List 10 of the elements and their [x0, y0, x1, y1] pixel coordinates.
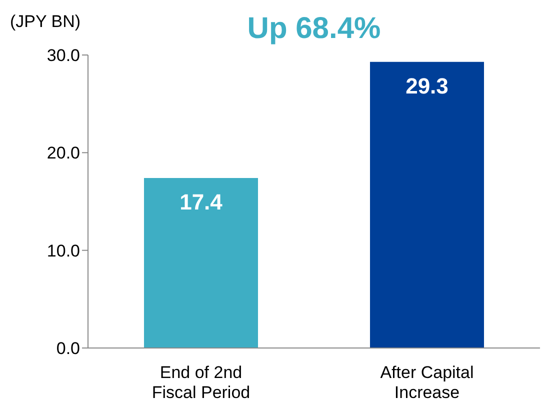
- x-tick-label: End of 2nd Fiscal Period: [152, 363, 250, 402]
- y-tick-label: 20.0: [46, 144, 80, 163]
- data-label: 17.4: [180, 190, 224, 215]
- x-tick-label: After Capital Increase: [380, 363, 474, 402]
- y-tick-label: 10.0: [46, 241, 80, 260]
- y-axis-title: (JPY BN): [10, 12, 81, 32]
- chart-title: Up 68.4%: [246, 12, 382, 46]
- data-label: 29.3: [406, 73, 448, 98]
- y-tick-label: 0.0: [56, 339, 80, 358]
- y-tick-label: 30.0: [46, 46, 80, 66]
